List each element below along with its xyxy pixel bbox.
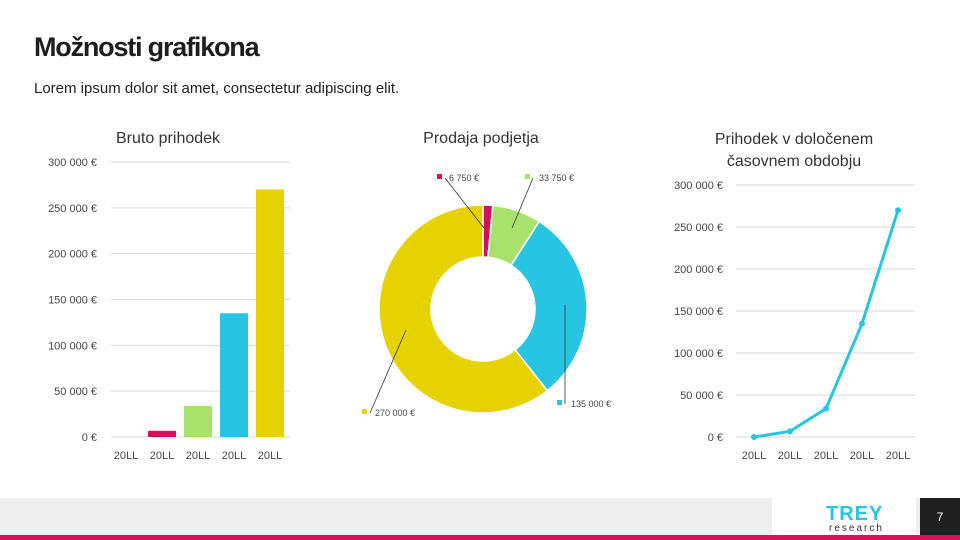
bar-x-tick-label: 20LL [186, 450, 210, 462]
footer-accent-line [0, 535, 960, 540]
donut-legend-swatch [437, 174, 442, 179]
line-point-3 [823, 405, 829, 412]
logo-text: TREY [826, 503, 884, 525]
line-x-tick-label: 20LL [742, 450, 766, 462]
logo [772, 498, 916, 536]
bar-x-tick-label: 20LL [114, 450, 138, 462]
bar-5 [256, 189, 284, 437]
line-point-2 [787, 428, 793, 435]
line-y-tick-label: 100 000 € [674, 348, 723, 360]
bar-4 [220, 313, 248, 437]
line-y-tick-label: 150 000 € [674, 306, 723, 318]
bar-chart-title: Bruto prihodek [116, 130, 221, 147]
line-y-tick-label: 50 000 € [680, 390, 723, 402]
donut-chart-title: Prodaja podjetja [423, 130, 539, 147]
donut-legend-swatch [362, 409, 367, 414]
page-number: 7 [920, 498, 960, 536]
donut-leader-line [444, 177, 485, 229]
line-y-tick-label: 0 € [708, 432, 723, 444]
line-chart-title-line-2: časovnem obdobju [727, 153, 861, 170]
bar-y-tick-label: 200 000 € [48, 249, 97, 261]
donut-leader-line [369, 329, 407, 414]
line-chart-title-line-1: Prihodek v določenem [715, 131, 873, 148]
line-y-tick-label: 300 000 € [674, 180, 723, 192]
line-chart: Prihodek v določenem časovnem obdobju 0 … [674, 131, 915, 462]
line-x-tick-label: 20LL [850, 450, 874, 462]
bar-y-tick-label: 100 000 € [48, 340, 97, 352]
bar-3 [184, 406, 212, 437]
line-x-tick-label: 20LL [886, 450, 910, 462]
donut-slice-4 [378, 204, 549, 414]
line-point-1 [751, 434, 757, 440]
line-y-tick-label: 200 000 € [674, 264, 723, 276]
bar-y-tick-label: 50 000 € [54, 386, 97, 398]
bar-x-tick-label: 20LL [258, 450, 282, 462]
bar-2 [148, 430, 176, 437]
bar-y-tick-label: 300 000 € [48, 157, 97, 169]
bar-x-tick-label: 20LL [150, 450, 174, 462]
line-x-tick-label: 20LL [814, 450, 838, 462]
line-point-5 [895, 207, 901, 214]
donut-leader-line [511, 177, 534, 229]
page-subtitle: Lorem ipsum dolor sit amet, consectetur … [34, 80, 400, 97]
line-point-4 [859, 320, 865, 327]
donut-data-label: 270 000 € [375, 408, 415, 418]
line-series [753, 209, 900, 439]
donut-legend-swatch [557, 400, 562, 405]
donut-slice-3 [510, 220, 588, 392]
bar-y-tick-label: 150 000 € [48, 295, 97, 307]
bar-chart: Bruto prihodek 0 € 50 000 € 100 000 € 150 0… [48, 130, 290, 462]
bar-y-tick-label: 250 000 € [48, 203, 97, 215]
bar-y-tick-label: 0 € [82, 432, 97, 444]
logo-subtext: research [829, 523, 884, 534]
donut-data-label: 135 000 € [571, 399, 611, 409]
donut-data-label: 6 750 € [449, 173, 479, 183]
bar-x-tick-label: 20LL [222, 450, 246, 462]
line-y-tick-label: 250 000 € [674, 222, 723, 234]
donut-legend-swatch [525, 174, 530, 179]
page-title: Možnosti grafikona [34, 32, 260, 62]
line-x-tick-label: 20LL [778, 450, 802, 462]
donut-chart: Prodaja podjetja 6 750 € 33 750 € 135 000 … [362, 130, 611, 418]
donut-data-label: 33 750 € [539, 173, 574, 183]
